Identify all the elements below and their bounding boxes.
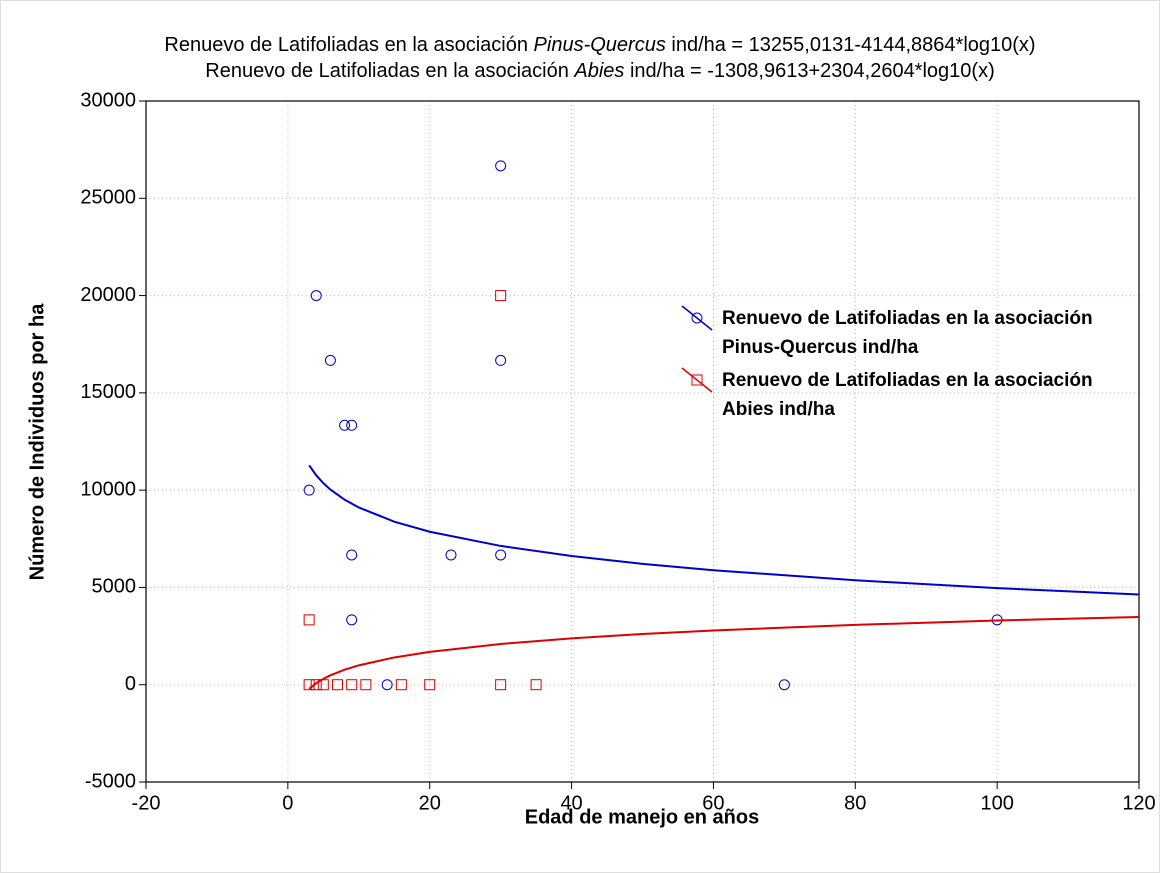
x-tick-label: -20 (132, 792, 161, 814)
point (346, 614, 358, 626)
point (495, 290, 507, 302)
point (310, 679, 322, 691)
chart-title: Renuevo de Latifoliadas en la asociación… (164, 34, 1035, 56)
legend-marker (691, 374, 703, 386)
x-tick-label: 120 (1122, 792, 1155, 814)
title-segment: ind/ha = -1308,9613+2304,2604*log10(x) (624, 60, 994, 82)
y-tick-label: 5000 (92, 576, 137, 598)
y-tick-label: 0 (125, 673, 136, 695)
legend-label: Renuevo de Latifoliadas en la asociación… (722, 308, 1093, 358)
y-tick-label: -5000 (85, 770, 136, 792)
point (495, 679, 507, 691)
x-tick-label: 0 (282, 792, 293, 814)
point (332, 679, 344, 691)
point (303, 679, 315, 691)
title-segment: Renuevo de Latifoliadas en la asociación (164, 34, 533, 56)
plot-frame (145, 100, 1140, 783)
legend-line (681, 367, 713, 393)
point (778, 679, 790, 691)
legend-line (681, 305, 713, 331)
point (303, 614, 315, 626)
fit-line (308, 464, 1140, 596)
y-tick-label: 10000 (80, 478, 136, 500)
point (495, 549, 507, 561)
title-segment: ind/ha = 13255,0131-4144,8864*log10(x) (666, 34, 1036, 56)
legend-marker (691, 312, 703, 324)
y-axis-label: Número de Individuos por ha (26, 303, 48, 581)
point (530, 679, 542, 691)
x-tick-label: 20 (419, 792, 441, 814)
point (395, 679, 407, 691)
chart-title: Renuevo de Latifoliadas en la asociación… (205, 60, 994, 82)
point (495, 354, 507, 366)
point (424, 679, 436, 691)
fit-line (308, 615, 1140, 690)
x-tick-label: 40 (560, 792, 582, 814)
point (324, 354, 336, 366)
x-axis-label: Edad de manejo en años (525, 806, 760, 828)
point (346, 679, 358, 691)
title-segment: Abies (573, 60, 624, 82)
point (303, 484, 315, 496)
point (346, 419, 358, 431)
x-tick-label: 80 (844, 792, 866, 814)
title-segment: Renuevo de Latifoliadas en la asociación (205, 60, 574, 82)
point (317, 679, 329, 691)
point (495, 160, 507, 172)
x-tick-label: 100 (980, 792, 1013, 814)
title-segment: Pinus-Quercus (534, 34, 666, 56)
point (310, 290, 322, 302)
point (346, 549, 358, 561)
legend-label: Renuevo de Latifoliadas en la asociación… (722, 370, 1093, 420)
point (339, 419, 351, 431)
y-tick-label: 25000 (80, 187, 136, 209)
point (381, 679, 393, 691)
y-tick-label: 30000 (80, 89, 136, 111)
point (445, 549, 457, 561)
x-tick-label: 60 (702, 792, 724, 814)
y-tick-label: 15000 (80, 381, 136, 403)
y-tick-label: 20000 (80, 284, 136, 306)
point (360, 679, 372, 691)
